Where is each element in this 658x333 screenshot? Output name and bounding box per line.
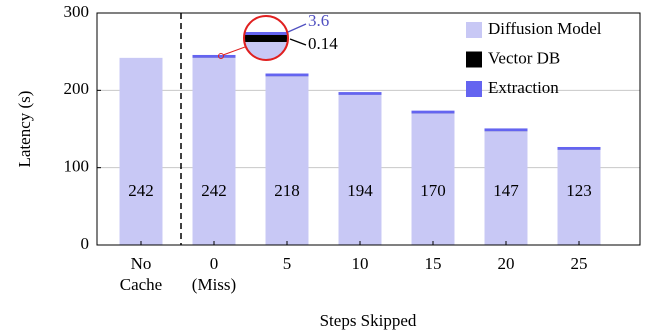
zoom-inset	[244, 16, 288, 60]
bar-segment	[192, 57, 236, 245]
plot-frame	[96, 12, 641, 246]
bar-value-label: 242	[201, 181, 227, 200]
annotation: 3.6	[308, 11, 329, 30]
annotation-arrow	[287, 23, 307, 33]
y-tick-label: 300	[64, 2, 90, 21]
y-axis-label: Latency (s)	[15, 91, 34, 168]
legend-swatch	[466, 81, 482, 97]
legend-label: Diffusion Model	[488, 19, 602, 38]
bar-segment	[557, 146, 601, 150]
bar-value-label: 194	[347, 181, 373, 200]
bar-segment	[265, 76, 309, 245]
annotation-arrow	[289, 38, 307, 46]
y-tick-label: 200	[64, 79, 90, 98]
bar-segment	[411, 113, 455, 246]
zoom-source	[218, 53, 224, 59]
bar-segment	[411, 110, 455, 114]
bar-segment	[119, 57, 163, 245]
x-tick-label: 0 (Miss)	[191, 254, 237, 294]
zoom-connector	[222, 46, 246, 56]
zoom-db	[244, 35, 288, 42]
bar-value-label: 123	[566, 181, 592, 200]
x-tick-label: 10	[351, 254, 369, 273]
bar-segment	[265, 73, 309, 77]
bar-segment	[484, 128, 528, 132]
bar-segment	[338, 92, 382, 95]
bar-value-label: 170	[420, 181, 446, 200]
legend-label: Extraction	[488, 78, 559, 97]
x-tick-label: 25	[570, 254, 588, 273]
zoom-diffusion	[244, 42, 288, 60]
bar-segment	[338, 94, 382, 246]
legend-swatch	[466, 51, 482, 68]
legend-label: Vector DB	[488, 48, 560, 67]
bar-value-label: 147	[493, 181, 519, 200]
zoom-extraction	[244, 32, 288, 35]
zoom-border	[243, 15, 289, 61]
x-tick-label: No Cache	[119, 254, 163, 294]
bar-value-label: 218	[274, 181, 300, 200]
y-tick-label: 0	[81, 234, 90, 253]
x-tick-label: 5	[282, 254, 292, 273]
annotation: 0.14	[308, 34, 338, 53]
bar-segment	[192, 54, 236, 58]
x-tick-label: 20	[497, 254, 515, 273]
x-tick-label: 15	[424, 254, 442, 273]
bar-value-label: 242	[128, 181, 154, 200]
bar-segment	[557, 149, 601, 245]
x-axis-label: Steps Skipped	[320, 311, 417, 330]
y-tick-label: 100	[64, 157, 90, 176]
legend-swatch	[466, 22, 482, 38]
bar-segment	[484, 131, 528, 245]
